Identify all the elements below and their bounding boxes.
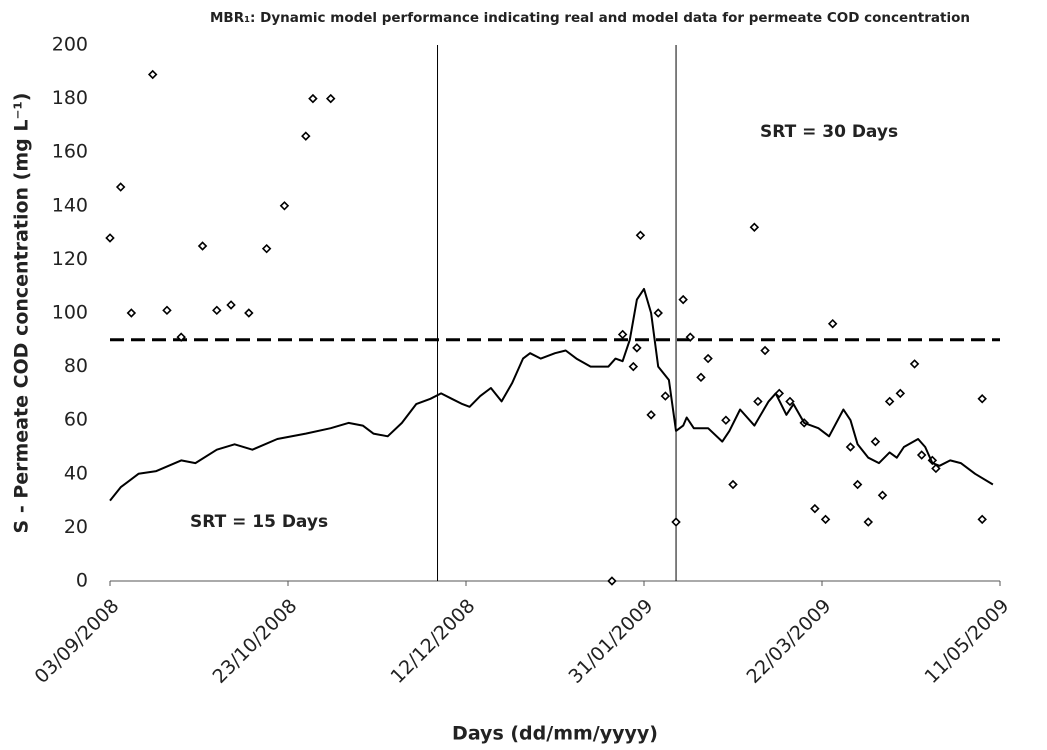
data-point — [678, 294, 688, 305]
data-point — [632, 343, 642, 353]
y-tick-label: 160 — [52, 141, 88, 163]
data-point — [884, 396, 895, 407]
data-point — [916, 450, 927, 460]
data-point — [226, 300, 236, 310]
data-point — [909, 359, 920, 369]
data-point — [301, 131, 311, 141]
data-point — [617, 329, 628, 340]
data-point — [147, 69, 158, 80]
y-tick-label: 0 — [76, 570, 88, 592]
y-tick-label: 200 — [52, 34, 88, 56]
y-tick-label: 20 — [64, 516, 88, 538]
data-point — [760, 345, 770, 356]
data-point — [607, 576, 617, 586]
data-point — [749, 222, 760, 232]
y-tick-label: 40 — [64, 462, 88, 484]
data-point — [774, 388, 785, 399]
data-point — [635, 230, 646, 241]
data-point — [671, 517, 681, 527]
data-point — [279, 201, 290, 211]
data-point — [176, 332, 186, 342]
data-point — [628, 361, 639, 372]
data-point — [660, 391, 671, 401]
data-point — [105, 233, 115, 243]
x-tick-label: 22/03/2009 — [742, 595, 835, 688]
data-point — [685, 332, 696, 342]
y-tick-label: 80 — [64, 355, 88, 377]
data-point — [977, 514, 987, 525]
model-line — [109, 287, 994, 502]
data-point — [810, 503, 820, 514]
data-point — [931, 463, 941, 474]
data-point — [895, 388, 906, 399]
y-tick-label: 180 — [52, 87, 88, 109]
data-point — [653, 308, 663, 318]
data-point — [820, 514, 831, 525]
data-point — [212, 305, 222, 316]
data-point — [126, 308, 137, 318]
data-point — [870, 436, 881, 447]
data-point — [244, 308, 254, 318]
data-point — [863, 517, 874, 527]
data-point — [308, 93, 318, 104]
chart-title: MBR₁: Dynamic model performance indicati… — [210, 10, 970, 26]
x-tick-label: 11/05/2009 — [920, 595, 1013, 688]
data-point — [197, 241, 208, 251]
data-point — [703, 353, 713, 364]
y-tick-label: 100 — [52, 302, 88, 324]
data-point — [728, 479, 738, 490]
data-point — [162, 305, 172, 316]
x-tick-label: 31/01/2009 — [564, 595, 657, 688]
data-point — [753, 396, 763, 407]
annotation: SRT = 15 Days — [190, 512, 328, 532]
data-point — [977, 394, 987, 404]
data-point — [845, 442, 856, 452]
data-point — [785, 396, 795, 407]
annotation: SRT = 30 Days — [760, 122, 898, 142]
y-tick-label: 60 — [64, 409, 88, 431]
data-point — [827, 318, 838, 329]
data-point — [877, 490, 888, 500]
x-tick-label: 12/12/2008 — [386, 595, 479, 688]
data-point — [852, 479, 863, 490]
y-tick-label: 140 — [52, 194, 88, 216]
data-point — [115, 182, 126, 192]
y-tick-label: 120 — [52, 248, 88, 270]
data-point — [721, 415, 731, 425]
data-point — [646, 410, 656, 420]
y-axis-title: S - Permeate COD concentration (mg L⁻¹) — [11, 93, 33, 534]
x-axis-title: Days (dd/mm/yyyy) — [452, 723, 658, 745]
data-point — [696, 372, 706, 383]
data-point — [325, 93, 336, 104]
data-point — [261, 243, 272, 254]
x-tick-label: 23/10/2008 — [208, 595, 301, 688]
x-tick-label: 03/09/2008 — [30, 595, 123, 688]
